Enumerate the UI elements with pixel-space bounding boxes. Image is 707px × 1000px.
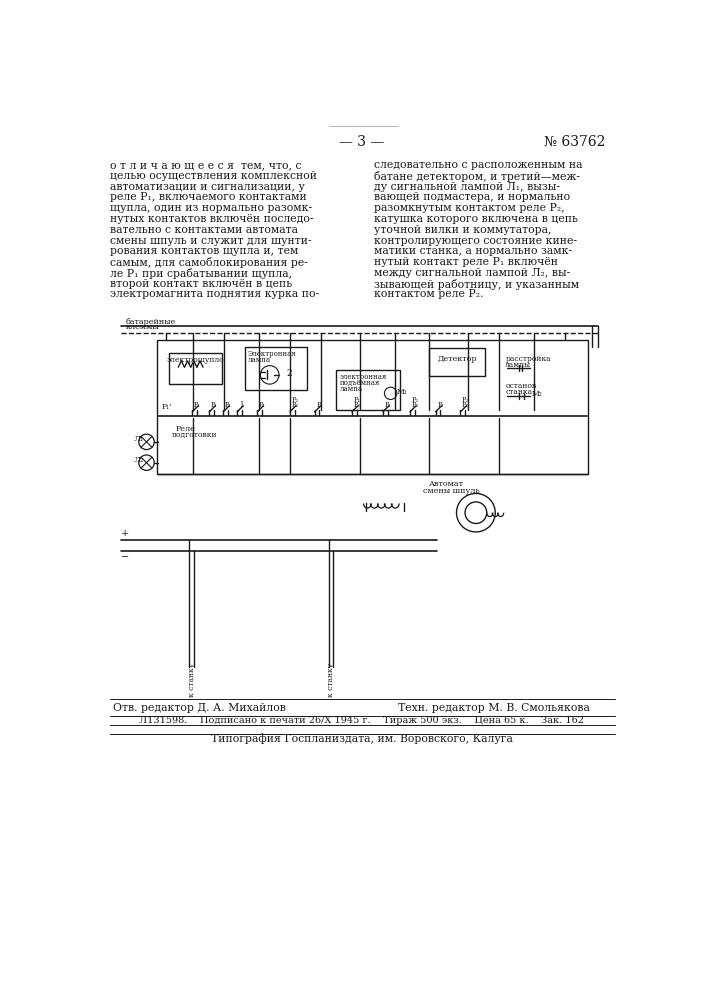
Text: P₂: P₂ [411,396,419,404]
Text: −: − [121,553,129,562]
Text: лампа: лампа [248,356,271,364]
Circle shape [385,387,397,400]
Text: лампы: лампы [506,361,532,369]
Text: батане детектором, и третий—меж-: батане детектором, и третий—меж- [373,171,580,182]
Text: второй контакт включён в цепь: второй контакт включён в цепь [110,279,292,289]
Text: P₁: P₁ [385,401,392,409]
Text: P₁: P₁ [259,401,266,409]
Text: P₂: P₂ [462,401,469,409]
Text: зывающей работницу, и указанным: зывающей работницу, и указанным [373,279,579,290]
Text: лампа: лампа [339,385,363,393]
Text: P₂: P₂ [462,396,469,404]
Text: P₁: P₁ [316,401,323,409]
Text: автоматизации и сигнализации, у: автоматизации и сигнализации, у [110,182,305,192]
Text: станка: станка [506,388,532,396]
Text: катушка которого включена в цепь: катушка которого включена в цепь [373,214,578,224]
Bar [337,370,400,410]
Text: самым, для самоблокирования ре-: самым, для самоблокирования ре- [110,257,308,268]
Bar [429,348,485,376]
Circle shape [139,434,154,450]
Text: ду сигнальной лампой Л₁, вызы-: ду сигнальной лампой Л₁, вызы- [373,182,559,192]
Text: Типография Госпланиздата, им. Воровского, Калуга: Типография Госпланиздата, им. Воровского… [211,734,513,744]
Text: подъёмная: подъёмная [339,379,380,387]
Text: рования контактов щупла и, тем: рования контактов щупла и, тем [110,246,298,256]
Text: смены шпуль: смены шпуль [423,487,480,495]
Circle shape [465,502,486,523]
Circle shape [260,366,279,384]
Text: P₁: P₁ [211,401,218,409]
Circle shape [139,455,154,470]
Text: следовательно с расположенным на: следовательно с расположенным на [373,160,582,170]
Text: электромагнита поднятия курка по-: электромагнита поднятия курка по- [110,289,319,299]
Text: 2: 2 [287,369,293,378]
Text: 1: 1 [239,401,243,409]
Text: о т л и ч а ю щ е е с я  тем, что, с: о т л и ч а ю щ е е с я тем, что, с [110,160,302,170]
Text: +: + [121,529,129,538]
Text: Электронная: Электронная [248,350,297,358]
Text: P₂: P₂ [291,401,298,409]
Bar [169,353,222,384]
Text: останов: останов [506,382,537,390]
Text: к станку: к станку [327,663,335,697]
Text: P₁: P₁ [225,401,232,409]
Text: Отв. редактор Д. А. Михайлов: Отв. редактор Д. А. Михайлов [113,703,286,713]
Text: P₂: P₂ [354,401,361,409]
Text: Техн. редактор М. В. Смольякова: Техн. редактор М. В. Смольякова [398,703,590,713]
Text: электронная: электронная [339,373,387,381]
Text: ле Р₁ при срабатывании щупла,: ле Р₁ при срабатывании щупла, [110,268,292,279]
Text: — 3 —: — 3 — [339,135,385,149]
Bar [156,340,588,474]
Text: к станку: к станку [187,663,196,697]
Text: P₁: P₁ [354,396,361,404]
Text: матики станка, а нормально замк-: матики станка, а нормально замк- [373,246,572,256]
Text: Детектор: Детектор [438,355,477,363]
Text: между сигнальной лампой Л₂, вы-: между сигнальной лампой Л₂, вы- [373,268,570,278]
Text: расстройка: расстройка [506,355,551,363]
Text: контактом реле Р₂.: контактом реле Р₂. [373,289,483,299]
Text: вательно с контактами автомата: вательно с контактами автомата [110,225,298,235]
Text: батарейные: батарейные [126,318,176,326]
Text: нутый контакт реле Р₁ включён: нутый контакт реле Р₁ включён [373,257,558,267]
Text: уточной вилки и коммутатора,: уточной вилки и коммутатора, [373,225,551,235]
Text: реле Р₁, включаемого контактами: реле Р₁, включаемого контактами [110,192,307,202]
Text: вающей подмастера, и нормально: вающей подмастера, и нормально [373,192,570,202]
Text: P₁': P₁' [161,403,172,411]
Text: Автомат: Автомат [429,480,464,488]
Text: нутых контактов включён последо-: нутых контактов включён последо- [110,214,314,224]
Text: электрощупло: электрощупло [167,356,224,364]
Text: Л₂: Л₂ [134,456,144,464]
Text: P₂: P₂ [411,401,419,409]
Text: щупла, один из нормально разомк-: щупла, один из нормально разомк- [110,203,312,213]
Text: подготовки: подготовки [172,431,218,439]
Text: смены шпуль и служит для шунти-: смены шпуль и служит для шунти- [110,235,312,245]
Text: клеммы: клеммы [126,323,159,331]
Text: разомкнутым контактом реле Р₂,: разомкнутым контактом реле Р₂, [373,203,564,213]
Text: Л131598.    Подписано к печати 26/X 1945 г.    Тираж 500 экз.    Цена 65 к.    З: Л131598. Подписано к печати 26/X 1945 г.… [139,716,585,725]
Text: № 63762: № 63762 [544,135,606,149]
Text: M₂: M₂ [532,390,542,398]
Text: Л₁: Л₁ [134,435,144,443]
Text: целью осуществления комплексной: целью осуществления комплексной [110,171,317,181]
Text: P₁: P₁ [194,401,201,409]
Text: P₁: P₁ [437,401,444,409]
Text: контролирующего состояние кине-: контролирующего состояние кине- [373,235,577,245]
Bar [245,347,307,389]
Text: P₂: P₂ [291,396,298,404]
Text: M₁: M₁ [397,388,407,396]
Text: Реле: Реле [175,425,195,433]
Circle shape [457,493,495,532]
